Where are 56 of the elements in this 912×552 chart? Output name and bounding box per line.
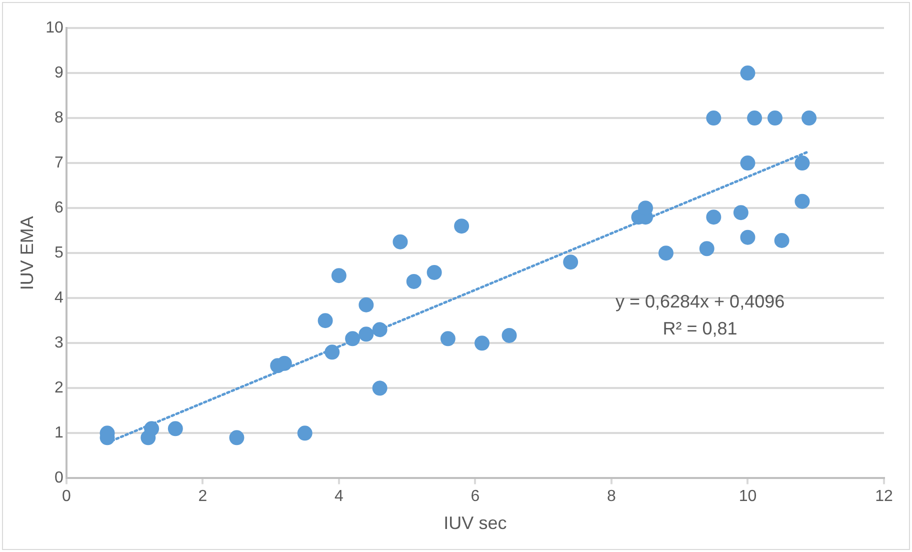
point bbox=[331, 268, 346, 284]
x-tick-label: 10 bbox=[738, 488, 757, 506]
point bbox=[144, 421, 160, 436]
point bbox=[794, 194, 810, 209]
point bbox=[740, 156, 756, 171]
y-tick-label: 9 bbox=[54, 64, 64, 82]
x-axis-title: IUV sec bbox=[444, 513, 507, 534]
point bbox=[168, 421, 183, 436]
y-axis-title: IUV EMA bbox=[16, 216, 37, 290]
point bbox=[318, 313, 333, 328]
point bbox=[276, 356, 292, 371]
point bbox=[426, 264, 442, 280]
point bbox=[740, 230, 756, 245]
y-tick-label: 8 bbox=[54, 109, 64, 126]
point bbox=[658, 246, 674, 261]
y-tick-label: 6 bbox=[54, 199, 64, 216]
point bbox=[406, 274, 422, 289]
point bbox=[502, 328, 517, 343]
point bbox=[794, 156, 810, 171]
y-tick-label: 1 bbox=[54, 424, 64, 442]
y-tick-label: 3 bbox=[54, 334, 64, 352]
x-tick-label: 6 bbox=[470, 488, 480, 506]
y-tick-label: 2 bbox=[54, 380, 64, 397]
x-tick-label: 12 bbox=[875, 488, 893, 506]
point bbox=[699, 241, 714, 256]
point bbox=[358, 297, 374, 312]
point bbox=[774, 232, 790, 248]
annotation: R² = 0,81 bbox=[662, 318, 738, 339]
point bbox=[229, 430, 244, 446]
point bbox=[563, 254, 578, 270]
y-tick-label: 0 bbox=[54, 470, 64, 487]
point bbox=[454, 218, 470, 234]
annotation: y = 0,6284x + 0,4096 bbox=[615, 292, 785, 312]
point bbox=[802, 110, 817, 126]
y-tick-label: 7 bbox=[54, 154, 64, 172]
y-tick-label: 4 bbox=[54, 290, 64, 307]
y-tick-label: 5 bbox=[54, 244, 64, 262]
point bbox=[706, 210, 722, 225]
point bbox=[440, 331, 456, 346]
point bbox=[297, 426, 312, 441]
x-tick-label: 4 bbox=[334, 488, 344, 506]
point bbox=[767, 110, 782, 126]
point bbox=[392, 234, 408, 250]
point bbox=[747, 110, 762, 126]
point bbox=[372, 322, 388, 338]
point bbox=[706, 110, 722, 126]
point bbox=[372, 380, 388, 396]
x-tick-label: 8 bbox=[607, 488, 616, 506]
point bbox=[474, 336, 490, 351]
point bbox=[740, 66, 756, 81]
y-tick-label: 10 bbox=[46, 19, 64, 36]
point bbox=[324, 344, 340, 360]
point bbox=[358, 326, 374, 342]
point bbox=[345, 331, 360, 346]
point bbox=[733, 205, 748, 220]
x-tick-label: 2 bbox=[198, 488, 208, 506]
